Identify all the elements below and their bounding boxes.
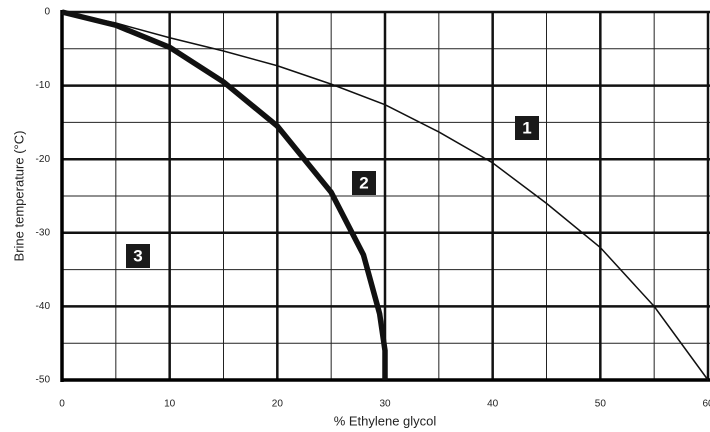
annotation-box bbox=[126, 244, 150, 268]
y-tick-label: 0 bbox=[44, 7, 50, 18]
annotation: 1 bbox=[522, 118, 531, 137]
y-tick-label: -40 bbox=[36, 301, 51, 312]
annotation-box bbox=[515, 116, 539, 140]
y-tick-label: -10 bbox=[36, 80, 51, 91]
x-tick-label: 50 bbox=[595, 399, 607, 410]
y-tick-label: -30 bbox=[36, 227, 51, 238]
x-axis-title: % Ethylene glycol bbox=[334, 413, 437, 428]
y-tick-label: -50 bbox=[36, 375, 51, 386]
annotation-box bbox=[352, 171, 376, 195]
annotation: 2 bbox=[359, 173, 368, 192]
x-tick-label: 10 bbox=[164, 399, 176, 410]
annotation: 3 bbox=[133, 246, 142, 265]
x-tick-label: 0 bbox=[59, 399, 65, 410]
x-tick-label: 60 bbox=[702, 399, 710, 410]
x-tick-label: 20 bbox=[272, 399, 284, 410]
x-tick-label: 30 bbox=[379, 399, 391, 410]
y-tick-label: -20 bbox=[36, 154, 51, 165]
x-tick-label: 40 bbox=[487, 399, 499, 410]
curve bbox=[61, 11, 709, 381]
curve bbox=[61, 9, 388, 380]
y-axis-title: Brine temperature (°C) bbox=[11, 131, 26, 262]
